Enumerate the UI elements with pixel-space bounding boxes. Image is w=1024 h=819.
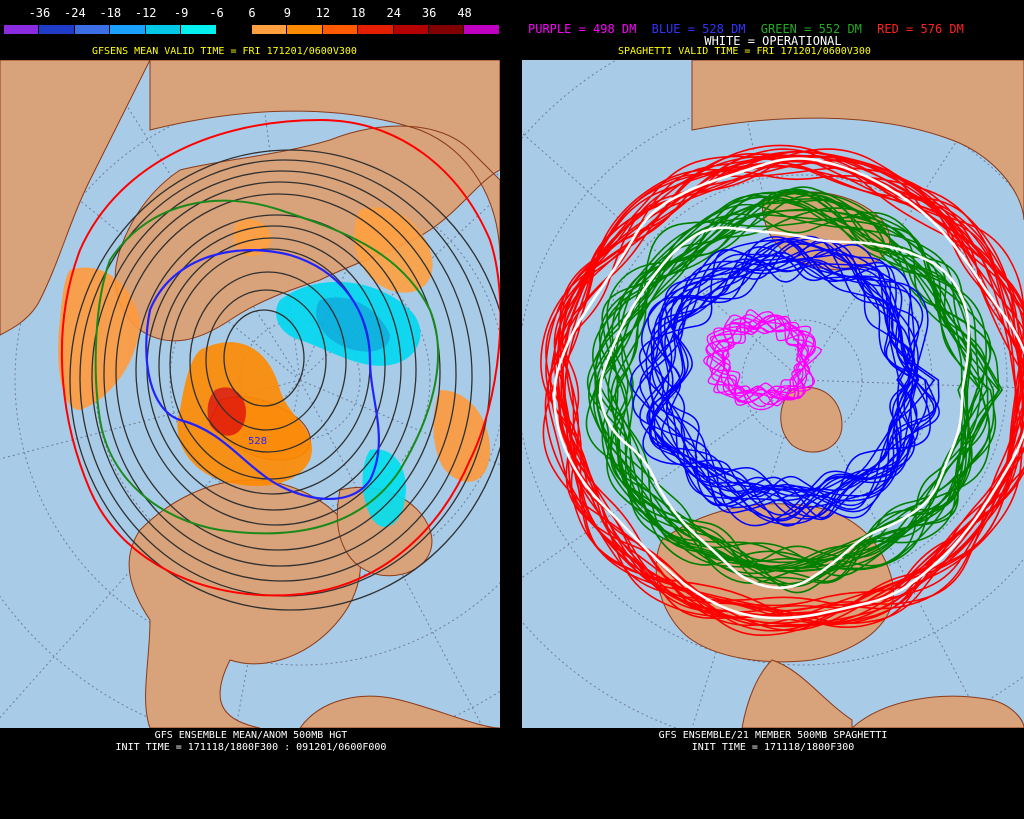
spag-central-america-landmass — [741, 659, 853, 728]
right-footer: GFS ENSEMBLE/21 MEMBER 500MB SPAGHETTI I… — [522, 730, 1024, 754]
spaghetti-line-576 — [560, 150, 1024, 627]
spaghetti-line-528 — [648, 249, 924, 502]
spaghetti-line-576 — [556, 155, 1017, 625]
spag-south-america-landmass — [851, 695, 1024, 728]
colorbar-tick-label: 18 — [351, 6, 366, 20]
spaghetti-line-552 — [596, 195, 988, 573]
operational-line-552 — [598, 226, 970, 590]
negative-anomaly-core — [316, 297, 390, 352]
colorbar-tick-label: -24 — [64, 6, 86, 20]
left-footer: GFS ENSEMBLE MEAN/ANOM 500MB HGT INIT TI… — [0, 730, 502, 754]
anomaly-colorbar — [4, 25, 500, 34]
right-footer-init: INIT TIME = 171118/1800F300 — [691, 742, 855, 753]
colorbar-swatch — [216, 25, 252, 34]
spaghetti-line-498 — [713, 321, 812, 400]
spaghetti-line-552 — [611, 211, 970, 570]
right-valid-time-title: SPAGHETTI VALID TIME = FRI 171201/0600V3… — [618, 46, 871, 57]
colorbar-tick-label: 9 — [283, 6, 292, 20]
legend-green: GREEN = 552 DM — [760, 22, 862, 36]
spaghetti-line-498 — [709, 318, 806, 406]
spaghetti-line-498 — [706, 317, 809, 406]
left-valid-time-title: GFSENS MEAN VALID TIME = FRI 171201/0600… — [92, 46, 357, 57]
colorbar-labels: -36 -24 -18 -12 -9 -6 6 9 12 18 24 36 48 — [4, 6, 500, 20]
contour-528-blue — [145, 249, 380, 500]
legend-white: WHITE = OPERATIONAL — [704, 34, 842, 48]
colorbar-swatch — [358, 25, 394, 34]
colorbar-tick-label: -6 — [209, 6, 224, 20]
south-america-landmass — [299, 695, 500, 728]
colorbar-tick-label: -12 — [134, 6, 157, 20]
spaghetti-line-552 — [585, 207, 963, 567]
asia-landmass — [0, 60, 151, 336]
colorbar-swatch — [39, 25, 75, 34]
spaghetti-line-498 — [709, 315, 822, 407]
left-footer-init: INIT TIME = 171118/1800F300 : 091201/060… — [115, 742, 387, 753]
colorbar-tick-label: -36 — [28, 6, 51, 20]
colorbar-swatch — [110, 25, 146, 34]
spaghetti-line-576 — [561, 155, 1024, 618]
spaghetti-line-528 — [650, 246, 931, 518]
spaghetti-line-528 — [651, 241, 937, 521]
contour-label-528: 528 — [248, 436, 267, 447]
legend-blue: BLUE = 528 DM — [651, 22, 746, 36]
spaghetti-line-498 — [710, 314, 816, 399]
positive-anomaly-core — [207, 387, 246, 436]
positive-anomaly-small — [233, 219, 271, 257]
spaghetti-line-498 — [707, 314, 809, 408]
colorbar-swatch — [287, 25, 323, 34]
ensemble-mean-map[interactable]: 528 — [0, 60, 500, 728]
colorbar-swatch — [181, 25, 217, 34]
left-footer-title: GFS ENSEMBLE MEAN/ANOM 500MB HGT — [154, 730, 348, 741]
colorbar-tick-label: -18 — [99, 6, 122, 20]
spaghetti-line-528 — [658, 259, 916, 507]
colorbar-swatch — [74, 25, 111, 34]
colorbar-tick-label: -9 — [173, 6, 189, 20]
legend-purple: PURPLE = 498 DM — [528, 22, 637, 36]
positive-anomaly-west — [58, 267, 140, 410]
spaghetti-legend: PURPLE = 498 DM BLUE = 528 DM GREEN = 55… — [528, 22, 972, 36]
colorbar-swatch — [464, 25, 500, 34]
contour-552-green — [94, 199, 440, 535]
colorbar-tick-label: 48 — [457, 6, 472, 20]
colorbar-swatch — [322, 25, 359, 34]
legend-red: RED = 576 DM — [877, 22, 964, 36]
spaghetti-line-576 — [547, 144, 1023, 607]
spag-eurasia-landmass — [691, 60, 1024, 221]
colorbar-swatch — [4, 25, 40, 34]
spag-arctic-islands — [780, 386, 843, 453]
spaghetti-line-552 — [606, 199, 991, 577]
colorbar-swatch — [393, 25, 430, 34]
spaghetti-line-498 — [711, 314, 814, 403]
contour-576-red — [60, 118, 500, 597]
spaghetti-line-528 — [648, 253, 920, 513]
ensemble-mean-panel: -36 -24 -18 -12 -9 -6 6 9 12 18 24 36 48 GFSENS MEAN… — [0, 0, 502, 819]
spaghetti-line-552 — [609, 194, 972, 585]
spaghetti-line-528 — [649, 240, 919, 507]
spaghetti-line-498 — [706, 311, 815, 403]
spaghetti-panel: PURPLE = 498 DM BLUE = 528 DM GREEN = 55… — [522, 0, 1024, 819]
colorbar-tick-label: 36 — [421, 6, 437, 20]
spaghetti-line-552 — [610, 216, 989, 585]
negative-anomaly-atlantic — [362, 449, 406, 527]
operational-line-576 — [552, 157, 1024, 620]
spaghetti-line-552 — [609, 194, 995, 568]
colorbar-tick-label: 12 — [315, 6, 331, 20]
colorbar-tick-label: 6 — [248, 6, 256, 20]
spaghetti-line-528 — [650, 236, 919, 509]
colorbar-swatch — [145, 25, 182, 34]
spaghetti-map[interactable] — [522, 60, 1024, 728]
right-footer-title: GFS ENSEMBLE/21 MEMBER 500MB SPAGHETTI — [658, 730, 888, 741]
colorbar-swatch — [251, 25, 288, 34]
spaghetti-line-528 — [639, 239, 902, 509]
colorbar-swatch — [429, 25, 465, 34]
panel-divider — [502, 0, 522, 819]
colorbar-tick-label: 24 — [386, 6, 401, 20]
spaghetti-line-552 — [599, 209, 991, 569]
